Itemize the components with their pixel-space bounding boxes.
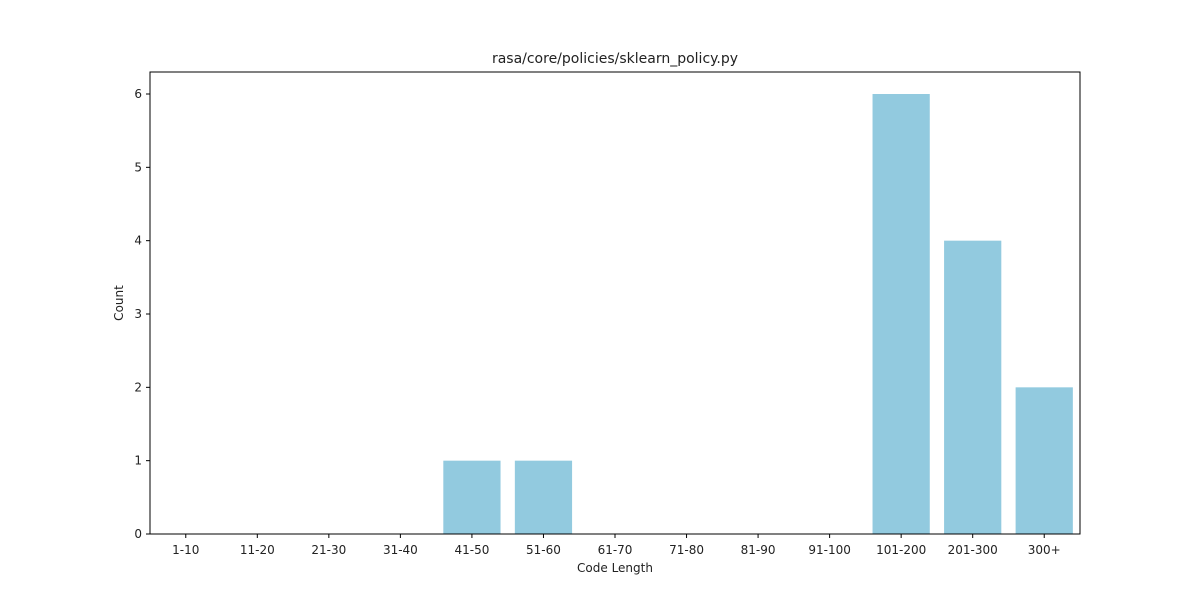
x-tick-label: 31-40 — [383, 543, 418, 557]
x-tick-label: 71-80 — [669, 543, 704, 557]
bar-300+ — [1015, 387, 1073, 534]
x-tick-label: 61-70 — [598, 543, 633, 557]
y-tick-label: 4 — [134, 234, 142, 248]
chart-title: rasa/core/policies/sklearn_policy.py — [492, 51, 738, 67]
y-tick-label: 1 — [134, 454, 142, 468]
x-axis: 1-10 11-20 21-30 31-40 41-50 51-60 61-70 71-80 8… — [172, 534, 1061, 557]
x-tick-label: 91-100 — [808, 543, 851, 557]
bar-201-300 — [944, 240, 1002, 534]
x-tick-label: 21-30 — [311, 543, 346, 557]
x-tick-label: 81-90 — [741, 543, 776, 557]
bars-layer — [443, 94, 1073, 534]
x-tick-label: 201-300 — [948, 543, 998, 557]
x-tick-label: 1-10 — [172, 543, 199, 557]
x-tick-label: 41-50 — [454, 543, 489, 557]
plot-area-frame — [149, 71, 1081, 535]
x-tick-label: 51-60 — [526, 543, 561, 557]
y-axis: 0 1 2 3 4 5 6 — [134, 87, 150, 541]
y-tick-label: 0 — [134, 527, 142, 541]
x-tick-label: 101-200 — [876, 543, 926, 557]
y-axis-label: Count — [112, 285, 126, 321]
bar-41-50 — [443, 460, 501, 534]
y-tick-label: 2 — [134, 380, 142, 394]
bar-51-60 — [514, 460, 573, 534]
y-tick-label: 3 — [134, 307, 142, 321]
bar-101-200 — [872, 94, 930, 534]
x-tick-label: 11-20 — [240, 543, 275, 557]
x-axis-label: Code Length — [577, 561, 653, 575]
x-tick-label: 300+ — [1028, 543, 1061, 557]
y-tick-label: 6 — [134, 87, 142, 101]
y-tick-label: 5 — [134, 160, 142, 174]
